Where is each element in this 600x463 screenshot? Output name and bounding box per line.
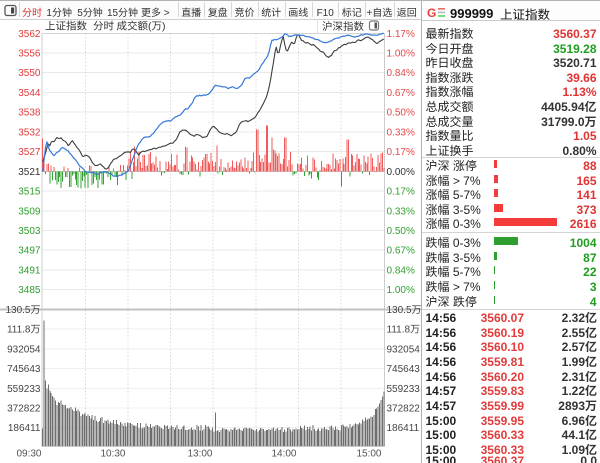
svg-text:186411: 186411 xyxy=(387,419,420,434)
svg-text:1.17%: 1.17% xyxy=(387,25,415,40)
svg-text:上证指数: 上证指数 xyxy=(45,19,87,34)
svg-text:130.5万: 130.5万 xyxy=(387,301,422,316)
svg-text:10:30: 10:30 xyxy=(100,445,125,460)
svg-text:0.67%: 0.67% xyxy=(387,242,415,257)
svg-text:372822: 372822 xyxy=(387,400,421,415)
svg-text:0.17%: 0.17% xyxy=(387,143,415,158)
svg-text:745643: 745643 xyxy=(387,360,421,375)
svg-text:3509: 3509 xyxy=(18,202,41,217)
svg-text:0.33%: 0.33% xyxy=(387,123,415,138)
svg-text:186411: 186411 xyxy=(8,419,41,434)
svg-text:3550: 3550 xyxy=(18,64,41,79)
svg-text:0.17%: 0.17% xyxy=(387,183,415,198)
svg-text:13:00: 13:00 xyxy=(187,445,212,460)
svg-text:09:30: 09:30 xyxy=(16,445,41,460)
svg-text:0.67%: 0.67% xyxy=(387,84,415,99)
svg-text:成交额(万): 成交额(万) xyxy=(117,19,166,34)
svg-text:372822: 372822 xyxy=(7,400,41,415)
svg-text:分时: 分时 xyxy=(93,19,114,34)
svg-text:3532: 3532 xyxy=(18,123,41,138)
svg-text:0.50%: 0.50% xyxy=(387,222,415,237)
svg-text:932054: 932054 xyxy=(387,340,421,355)
svg-text:111.8万: 111.8万 xyxy=(387,321,421,336)
svg-text:3538: 3538 xyxy=(18,104,41,119)
svg-text:3485: 3485 xyxy=(18,281,41,296)
svg-text:3562: 3562 xyxy=(18,25,41,40)
svg-text:559233: 559233 xyxy=(387,380,421,395)
svg-text:3503: 3503 xyxy=(18,222,41,237)
svg-text:130.5万: 130.5万 xyxy=(5,301,40,316)
svg-text:559233: 559233 xyxy=(7,380,41,395)
svg-text:0.00%: 0.00% xyxy=(387,163,415,178)
svg-text:932054: 932054 xyxy=(7,340,41,355)
svg-text:0.50%: 0.50% xyxy=(387,104,415,119)
svg-text:3497: 3497 xyxy=(18,242,41,257)
svg-text:3556: 3556 xyxy=(18,45,41,60)
svg-text:745643: 745643 xyxy=(7,360,41,375)
svg-text:3491: 3491 xyxy=(18,261,41,276)
svg-text:3527: 3527 xyxy=(18,143,41,158)
svg-text:111.8万: 111.8万 xyxy=(7,321,41,336)
svg-text:0.84%: 0.84% xyxy=(387,261,415,276)
svg-text:沪深指数: 沪深指数 xyxy=(322,19,364,34)
svg-text:3521: 3521 xyxy=(18,163,41,178)
svg-text:3515: 3515 xyxy=(18,183,41,198)
svg-text:14:00: 14:00 xyxy=(271,445,296,460)
svg-text:15:00: 15:00 xyxy=(356,445,381,460)
svg-text:0.84%: 0.84% xyxy=(387,64,415,79)
svg-text:3544: 3544 xyxy=(18,84,41,99)
svg-text:1.00%: 1.00% xyxy=(387,45,415,60)
svg-text:0.33%: 0.33% xyxy=(387,202,415,217)
svg-text:1.00%: 1.00% xyxy=(387,281,415,296)
